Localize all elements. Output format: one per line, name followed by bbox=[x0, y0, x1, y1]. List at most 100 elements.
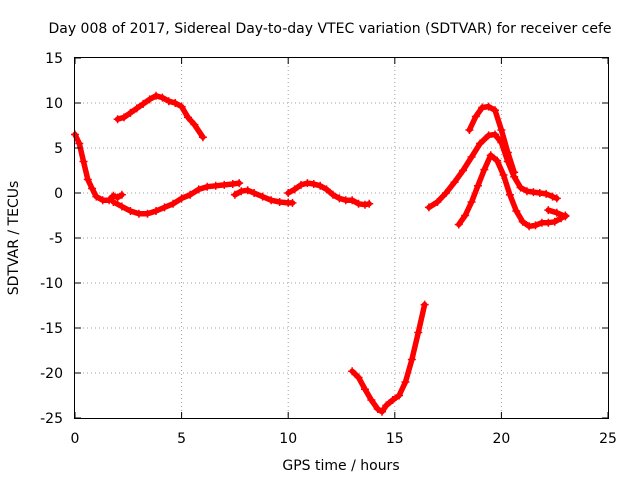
data-point bbox=[548, 192, 557, 201]
data-point bbox=[473, 181, 482, 190]
data-point bbox=[164, 97, 173, 106]
data-point bbox=[211, 181, 220, 190]
data-point bbox=[109, 198, 118, 206]
y-tick-label: 10 bbox=[45, 96, 63, 112]
plot-frame bbox=[74, 57, 609, 419]
data-point bbox=[230, 190, 239, 199]
data-point bbox=[258, 192, 267, 201]
data-point bbox=[491, 106, 500, 115]
series-arc-5 bbox=[284, 179, 374, 209]
data-point bbox=[126, 207, 135, 215]
data-point bbox=[126, 108, 135, 117]
data-point bbox=[484, 102, 493, 111]
data-point bbox=[186, 190, 195, 199]
data-point bbox=[145, 95, 154, 104]
data-point bbox=[235, 179, 244, 188]
data-point bbox=[395, 391, 404, 400]
data-point bbox=[525, 222, 534, 231]
data-point bbox=[522, 187, 531, 196]
data-point bbox=[382, 401, 391, 410]
data-point bbox=[459, 166, 468, 175]
data-point bbox=[83, 175, 92, 184]
data-point bbox=[113, 193, 122, 202]
data-point bbox=[467, 198, 476, 206]
x-tick-label: 5 bbox=[177, 431, 186, 447]
data-point bbox=[284, 189, 293, 197]
data-point bbox=[478, 103, 487, 112]
data-point bbox=[322, 185, 331, 194]
data-point bbox=[414, 328, 423, 337]
data-point bbox=[461, 211, 470, 220]
data-point bbox=[493, 156, 502, 165]
data-point bbox=[360, 200, 369, 209]
grid bbox=[75, 58, 608, 418]
data-point bbox=[454, 220, 463, 229]
data-point bbox=[237, 187, 246, 196]
data-point bbox=[497, 126, 506, 134]
data-point bbox=[365, 199, 374, 208]
series-arc-10 bbox=[544, 206, 570, 221]
data-point bbox=[220, 180, 229, 189]
data-point bbox=[373, 405, 382, 413]
data-point bbox=[275, 198, 284, 206]
y-tick-label: -20 bbox=[40, 366, 63, 382]
data-point bbox=[134, 209, 143, 218]
data-point bbox=[465, 126, 474, 134]
series-arc-4 bbox=[230, 186, 297, 207]
data-point bbox=[160, 203, 169, 212]
data-point bbox=[75, 139, 84, 148]
data-point bbox=[471, 112, 480, 121]
data-point bbox=[169, 199, 178, 208]
data-point bbox=[407, 355, 416, 364]
data-point bbox=[378, 407, 387, 416]
data-point bbox=[476, 139, 485, 148]
data-point bbox=[183, 113, 192, 122]
series-group bbox=[71, 91, 570, 416]
data-point bbox=[171, 99, 180, 107]
data-point bbox=[401, 378, 410, 386]
data-point bbox=[177, 194, 186, 203]
data-point bbox=[529, 188, 538, 197]
data-point bbox=[467, 153, 476, 161]
data-point bbox=[79, 157, 88, 166]
data-point bbox=[143, 209, 152, 218]
data-point bbox=[354, 199, 363, 208]
y-tick-label: 5 bbox=[54, 141, 63, 157]
data-point bbox=[250, 189, 259, 197]
data-point bbox=[433, 198, 442, 206]
data-point bbox=[450, 178, 459, 187]
data-point bbox=[550, 217, 559, 226]
x-tick-label: 10 bbox=[279, 431, 297, 447]
data-point bbox=[316, 181, 325, 190]
data-point bbox=[354, 373, 363, 382]
y-tick-label: -25 bbox=[40, 411, 63, 427]
data-point bbox=[499, 171, 508, 179]
y-tick-label: -10 bbox=[40, 276, 63, 292]
data-point bbox=[420, 300, 429, 309]
data-point bbox=[348, 367, 357, 376]
data-point bbox=[158, 93, 167, 102]
data-point bbox=[535, 189, 544, 197]
x-tick-label: 0 bbox=[71, 431, 80, 447]
data-point bbox=[561, 212, 570, 221]
x-tick-label: 20 bbox=[492, 431, 510, 447]
data-point bbox=[88, 184, 97, 193]
data-point bbox=[113, 115, 122, 124]
data-point bbox=[194, 185, 203, 194]
data-point bbox=[480, 165, 489, 174]
y-tick-labels: 15 10 5 0 -5 -10 -15 -20 -25 bbox=[40, 51, 63, 427]
y-tick-label: 0 bbox=[54, 186, 63, 202]
data-point bbox=[335, 194, 344, 203]
data-point bbox=[303, 179, 312, 188]
data-point bbox=[531, 221, 540, 230]
data-point bbox=[139, 99, 148, 108]
data-point bbox=[198, 133, 207, 142]
data-point bbox=[491, 130, 500, 139]
data-point bbox=[290, 185, 299, 194]
y-tick-label: -15 bbox=[40, 321, 63, 337]
data-point bbox=[177, 102, 186, 111]
series-line bbox=[110, 180, 242, 217]
data-point bbox=[388, 396, 397, 404]
